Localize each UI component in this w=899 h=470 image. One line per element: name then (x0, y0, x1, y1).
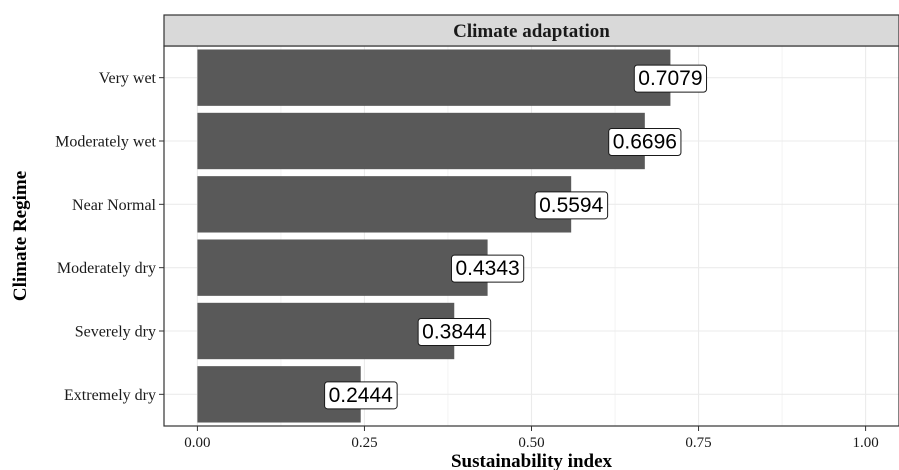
y-tick-label: Moderately dry (57, 260, 156, 277)
data-label: 0.2444 (324, 381, 398, 410)
data-label-box (608, 128, 682, 156)
data-label-box (417, 318, 492, 346)
y-axis: Very wet Moderately wet Near Normal Moderat… (55, 70, 164, 404)
data-label-text: 0.4343 (455, 257, 519, 280)
bar (197, 239, 488, 296)
x-tick-label: 0.50 (518, 435, 544, 451)
data-label-text: 0.2444 (329, 384, 394, 407)
x-axis: 0.00 0.25 0.50 0.75 1.00 (184, 426, 879, 451)
data-labels: 0.7079 0.6696 0.5594 0.4343 0.3844 0.2444 (324, 64, 708, 410)
bar (197, 112, 645, 170)
data-label-box (534, 191, 609, 220)
data-label: 0.7079 (633, 64, 708, 93)
x-tick-label: 0.00 (184, 435, 210, 451)
y-tick-label: Very wet (99, 70, 157, 87)
data-label-box (450, 254, 525, 283)
x-tick-label: 1.00 (852, 435, 878, 451)
chart-title: Climate adaptation (453, 21, 610, 42)
data-label: 0.4343 (450, 254, 525, 283)
bar (197, 176, 572, 233)
bar (197, 49, 671, 106)
data-label-box (633, 64, 708, 93)
data-label: 0.6696 (608, 128, 682, 156)
facet-strip-background (163, 14, 899, 47)
data-label: 0.3844 (417, 318, 492, 346)
y-tick-label: Severely dry (75, 324, 156, 341)
data-label-text: 0.3844 (422, 321, 487, 344)
x-tick-label: 0.25 (351, 435, 377, 451)
bar (197, 302, 455, 360)
y-tick-label: Near Normal (72, 197, 157, 214)
facet-strip: Climate adaptation (163, 14, 899, 47)
data-label-text: 0.6696 (613, 131, 677, 154)
y-axis-title: Climate Regime (10, 171, 31, 301)
data-label-box (324, 381, 398, 410)
y-tick-label: Moderately wet (55, 134, 156, 151)
x-axis-title: Sustainability index (451, 451, 613, 470)
x-tick-label: 0.75 (685, 435, 711, 451)
bars (197, 49, 671, 423)
data-label-text: 0.5594 (539, 194, 604, 217)
data-label-text: 0.7079 (638, 67, 702, 90)
y-tick-label: Extremely dry (64, 387, 156, 404)
data-label: 0.5594 (534, 191, 609, 220)
